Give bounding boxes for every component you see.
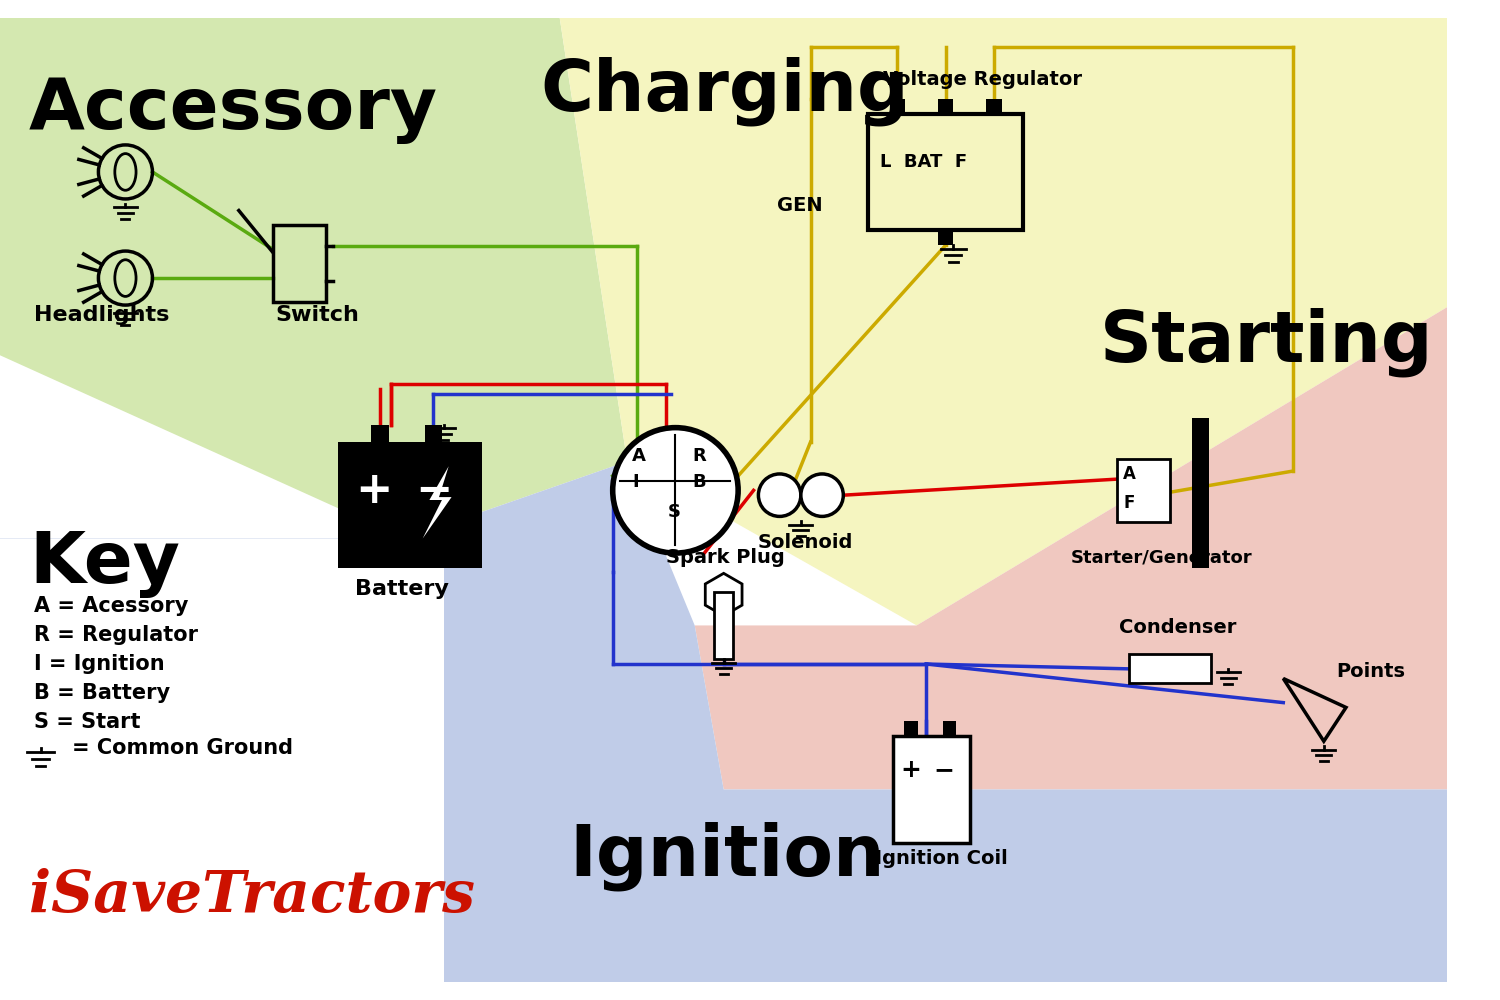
Text: Key: Key — [28, 529, 180, 598]
Text: Starting: Starting — [1100, 307, 1434, 377]
Text: Starter/Generator: Starter/Generator — [1071, 549, 1252, 567]
Text: I: I — [632, 473, 639, 491]
Text: = Common Ground: = Common Ground — [72, 738, 294, 758]
Text: F: F — [1124, 494, 1134, 512]
Text: S = Start: S = Start — [34, 712, 141, 732]
Text: A: A — [1124, 465, 1136, 483]
Text: I = Ignition: I = Ignition — [34, 654, 165, 674]
Bar — [1130, 654, 1210, 683]
Text: Spark Plug: Spark Plug — [666, 548, 784, 567]
Text: +: + — [356, 469, 393, 512]
Text: Headlights: Headlights — [34, 305, 170, 325]
Polygon shape — [560, 18, 1448, 625]
Text: R: R — [693, 447, 706, 465]
Text: +: + — [900, 758, 921, 782]
Bar — [942, 721, 956, 736]
Text: Battery: Battery — [356, 579, 448, 599]
Polygon shape — [705, 573, 742, 616]
Bar — [338, 442, 483, 568]
Bar — [892, 736, 969, 843]
Text: S: S — [668, 503, 681, 521]
Text: Voltage Regulator: Voltage Regulator — [884, 70, 1082, 89]
Bar — [890, 99, 904, 114]
Polygon shape — [0, 18, 627, 539]
Text: B = Battery: B = Battery — [34, 683, 170, 703]
Text: −: − — [933, 758, 954, 782]
Text: iSaveTractors: iSaveTractors — [28, 868, 476, 925]
Bar — [424, 425, 442, 442]
Bar — [938, 99, 954, 114]
Text: Condenser: Condenser — [1119, 618, 1236, 637]
Polygon shape — [423, 466, 451, 539]
Bar — [1118, 459, 1170, 522]
Text: L  BAT  F: L BAT F — [880, 153, 968, 171]
Text: Switch: Switch — [274, 305, 358, 325]
Bar — [372, 425, 388, 442]
Bar — [1191, 418, 1209, 568]
Polygon shape — [0, 539, 444, 982]
Text: Accessory: Accessory — [28, 75, 438, 144]
Text: Charging: Charging — [540, 56, 909, 126]
Text: Ignition Coil: Ignition Coil — [874, 849, 1008, 868]
Text: R = Regulator: R = Regulator — [34, 625, 198, 645]
Bar — [273, 225, 326, 302]
Text: Ignition: Ignition — [570, 821, 885, 891]
Polygon shape — [694, 307, 1448, 789]
Bar — [986, 99, 1002, 114]
Text: Points: Points — [1336, 662, 1406, 681]
Bar — [714, 592, 734, 659]
Circle shape — [801, 474, 843, 516]
Text: B: B — [693, 473, 706, 491]
Circle shape — [612, 428, 738, 553]
Text: GEN: GEN — [777, 196, 822, 215]
Bar — [868, 114, 1023, 230]
Text: A: A — [632, 447, 646, 465]
Polygon shape — [0, 461, 1448, 982]
Text: A = Acessory: A = Acessory — [34, 596, 188, 616]
Circle shape — [759, 474, 801, 516]
Text: −: − — [416, 469, 452, 512]
Bar — [904, 721, 918, 736]
Text: Solenoid: Solenoid — [758, 533, 853, 552]
Bar — [938, 230, 954, 245]
